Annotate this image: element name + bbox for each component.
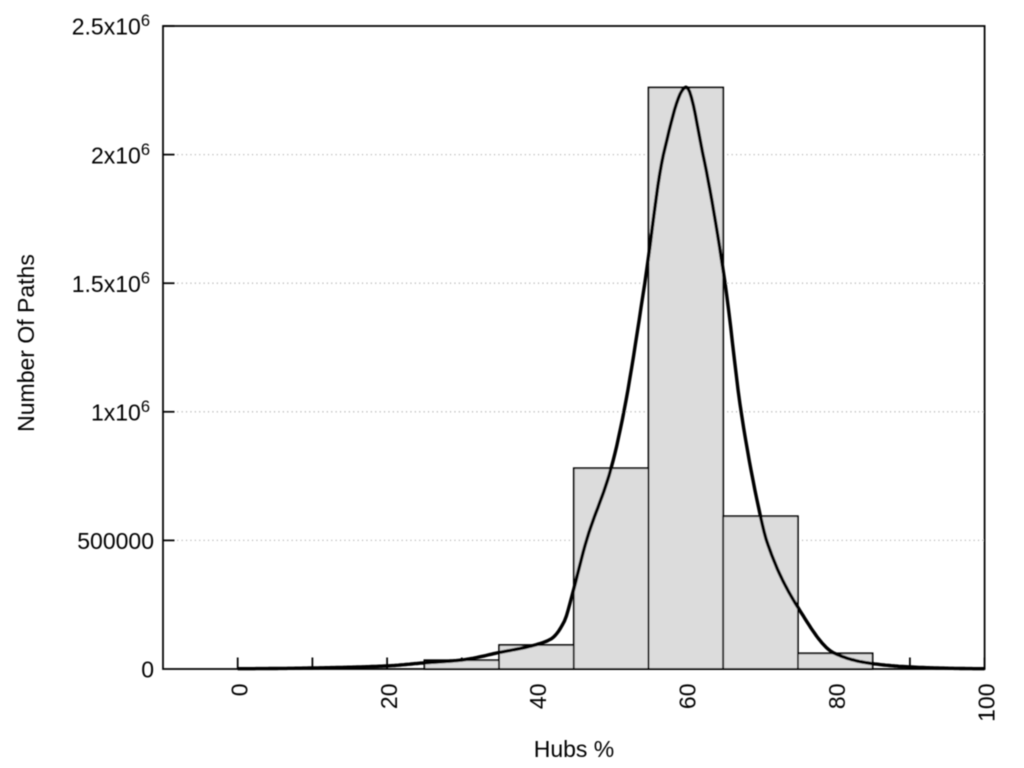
svg-text:100: 100 bbox=[973, 684, 999, 722]
svg-text:40: 40 bbox=[525, 684, 551, 710]
svg-text:Hubs %: Hubs % bbox=[534, 736, 615, 762]
svg-text:0: 0 bbox=[226, 684, 252, 697]
svg-text:2x106: 2x106 bbox=[91, 141, 150, 169]
svg-text:2.5x106: 2.5x106 bbox=[72, 12, 150, 40]
svg-text:Number Of Paths: Number Of Paths bbox=[13, 254, 39, 432]
svg-text:1x106: 1x106 bbox=[91, 398, 150, 426]
svg-text:1.5x106: 1.5x106 bbox=[72, 269, 150, 297]
svg-text:0: 0 bbox=[141, 657, 154, 683]
svg-text:500000: 500000 bbox=[77, 528, 154, 554]
svg-text:80: 80 bbox=[824, 684, 850, 710]
svg-text:20: 20 bbox=[376, 684, 402, 710]
svg-text:60: 60 bbox=[675, 684, 701, 710]
